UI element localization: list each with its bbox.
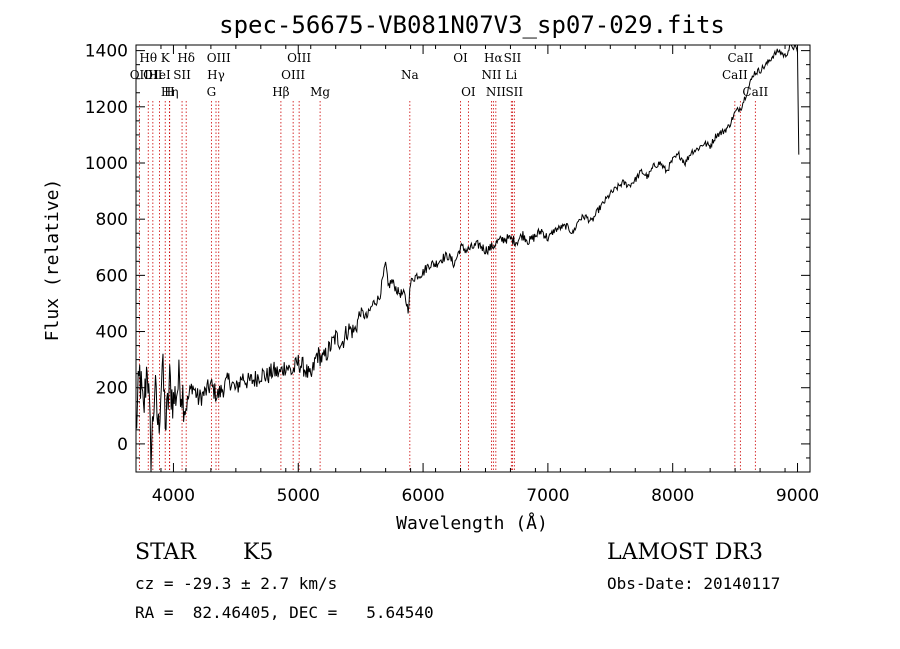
line-marker-label: SII (173, 68, 191, 82)
line-marker-label: Mg (310, 85, 330, 99)
y-tick-label: 1000 (85, 154, 128, 174)
line-marker-label: OII (130, 68, 150, 82)
obs-date: Obs-Date: 20140117 (607, 574, 781, 593)
line-marker-label: OI (453, 51, 468, 65)
subclass: K5 (243, 540, 274, 565)
x-tick-label: 5000 (277, 486, 320, 506)
plot-frame (135, 44, 811, 473)
line-marker-label: Hβ (272, 85, 289, 99)
line-marker-label: Hη (161, 85, 179, 99)
line-marker-label: NII (486, 85, 506, 99)
coordinates: RA = 82.46405, DEC = 5.64540 (135, 603, 434, 622)
spectrum-line (135, 44, 800, 473)
survey-name: LAMOST DR3 (607, 540, 763, 565)
y-tick-label: 0 (117, 435, 128, 455)
object-class: STAR (135, 540, 196, 565)
y-axis-label: Flux (relative) (42, 179, 63, 342)
x-tick-label: 6000 (401, 486, 444, 506)
line-marker-label: CaII (727, 51, 753, 65)
line-marker-label: Hγ (207, 68, 225, 82)
line-marker-label: Hα (484, 51, 503, 65)
redshift-text: cz = -29.3 ± 2.7 km/s (135, 574, 338, 593)
line-marker-label: H (164, 85, 174, 99)
line-marker-label: Hδ (177, 51, 195, 65)
line-marker-label: SII (504, 51, 522, 65)
line-marker-label: Li (505, 68, 517, 82)
series-layer (135, 44, 800, 473)
line-marker-label: K (161, 51, 171, 65)
line-marker-label: OI (461, 85, 476, 99)
line-marker-label: OII (143, 68, 163, 82)
x-tick-label: 7000 (526, 486, 569, 506)
y-tick-label: 1400 (85, 42, 128, 62)
y-tick-label: 800 (96, 210, 128, 230)
chart-title: spec-56675-VB081N07V3_sp07-029.fits (219, 11, 725, 39)
line-marker-label: OIII (281, 68, 305, 82)
y-tick-label: 1200 (85, 98, 128, 118)
x-tick-label: 8000 (651, 486, 694, 506)
line-marker-label: OIII (207, 51, 231, 65)
y-tick-label: 200 (96, 379, 128, 399)
line-marker-label: CaII (722, 68, 748, 82)
line-marker-label: NII (481, 68, 501, 82)
axes: 4000 5000 6000 7000 8000 9000 0 200 400 600 800 100… (85, 42, 819, 506)
line-marker-label: Na (401, 68, 419, 82)
line-marker-label: G (207, 85, 217, 99)
line-marker-label: OIII (287, 51, 311, 65)
y-tick-label: 600 (96, 266, 128, 286)
line-marker-label: Hθ (139, 51, 157, 65)
x-tick-label: 4000 (152, 486, 195, 506)
line-marker-label: HeI (148, 68, 171, 82)
x-tick-label: 9000 (776, 486, 819, 506)
x-axis-label: Wavelength (Å) (396, 512, 548, 534)
line-marker-label: CaII (742, 85, 768, 99)
y-tick-label: 400 (96, 323, 128, 343)
line-marker-label: SII (505, 85, 523, 99)
